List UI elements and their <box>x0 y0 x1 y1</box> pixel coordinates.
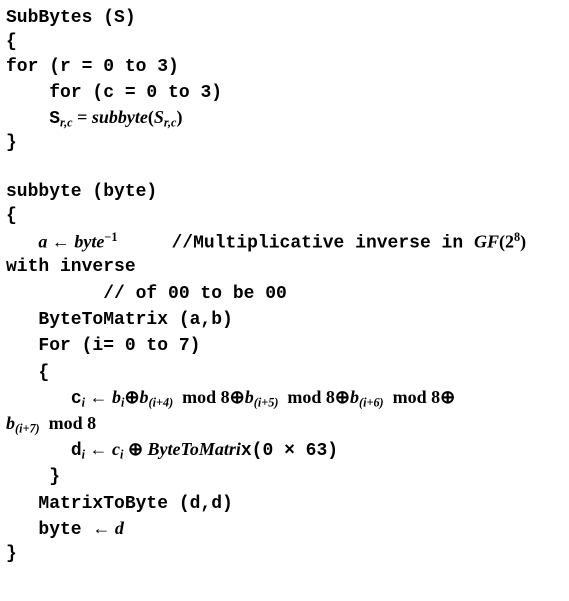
code-line: For (i= 0 to 7) <box>6 332 563 358</box>
comment: // <box>172 233 194 253</box>
code-line: // of 00 to be 00 <box>6 280 563 306</box>
paren: ) <box>520 231 526 251</box>
code-line: for (r = 0 to 3) <box>6 55 563 79</box>
code-line: a ← byte−1 //Multiplicative inverse in G… <box>6 229 563 256</box>
txt: x(0 × 63) <box>241 441 338 461</box>
pad <box>6 284 103 304</box>
code-line: di ← ci ⊕ ByteToMatrix(0 × 63) <box>6 437 563 463</box>
code-line: ci ← bi⊕b(i+4) mod 8⊕b(i+5) mod 8⊕b(i+6)… <box>6 385 563 411</box>
pad <box>6 441 71 461</box>
sub: (i+4) <box>149 395 174 409</box>
sub: r,c <box>164 116 177 130</box>
pad <box>6 389 71 409</box>
op: mod 8⊕ <box>384 387 456 407</box>
txt: ByteToMatrix (a,b) <box>38 310 232 330</box>
gap <box>117 233 171 253</box>
op: ⊕ <box>123 439 147 459</box>
txt: MatrixToByte (d,d) <box>38 494 232 514</box>
var: c <box>71 389 82 409</box>
pad <box>6 467 49 487</box>
arrow: ← <box>85 387 112 407</box>
code-line: { <box>6 30 563 54</box>
code-line: for (c = 0 to 3) <box>6 79 563 105</box>
paren: (2 <box>499 231 514 251</box>
op: mod 8 <box>40 413 97 433</box>
code-line: SubBytes (S) <box>6 4 563 30</box>
comment: Multiplicative inverse in <box>193 233 474 253</box>
arrow: ← <box>85 439 112 459</box>
code-line: { <box>6 204 563 228</box>
pad <box>6 310 38 330</box>
var: b <box>112 387 121 407</box>
txt: for (c = 0 to 3) <box>49 83 222 103</box>
paren: ) <box>176 107 182 127</box>
var: b <box>245 387 254 407</box>
var: S <box>49 109 60 129</box>
txt: byte <box>38 520 92 540</box>
code-line: { <box>6 359 563 385</box>
var: d <box>115 518 124 538</box>
arrow: ← <box>92 518 115 538</box>
op: mod 8⊕ <box>173 387 245 407</box>
pad <box>6 520 38 540</box>
pad <box>6 494 38 514</box>
sub: (i+7) <box>15 422 40 436</box>
var: byte <box>74 231 104 251</box>
kw: SubBytes (S) <box>6 8 136 28</box>
code-line: ByteToMatrix (a,b) <box>6 306 563 332</box>
var: b <box>140 387 149 407</box>
fn: ByteToMatri <box>148 439 241 459</box>
pad <box>6 336 38 356</box>
sup: −1 <box>104 230 117 244</box>
code-line: byte ← d <box>6 516 563 542</box>
code-line: } <box>6 131 563 155</box>
sub: (i+6) <box>359 395 384 409</box>
eq: = <box>73 107 92 127</box>
fn: subbyte <box>92 107 148 127</box>
var: c <box>112 439 120 459</box>
pad <box>6 363 38 383</box>
var: S <box>154 107 164 127</box>
pad <box>6 83 49 103</box>
blank-line <box>6 156 563 180</box>
code-line: Sr,c = subbyte(Sr,c) <box>6 105 563 131</box>
code-line: subbyte (byte) <box>6 180 563 204</box>
sub: (i+5) <box>254 395 279 409</box>
txt: For (i= 0 to 7) <box>38 336 200 356</box>
arrow: ← <box>47 231 74 251</box>
code-line: b(i+7) mod 8 <box>6 411 563 437</box>
code-line: } <box>6 542 563 566</box>
comment: // of 00 to be 00 <box>103 284 287 304</box>
code-line: } <box>6 463 563 489</box>
sub: r,c <box>60 116 73 130</box>
brace: } <box>49 467 60 487</box>
var: b <box>350 387 359 407</box>
var: d <box>71 441 82 461</box>
op: ⊕ <box>124 387 139 407</box>
var: b <box>6 413 15 433</box>
pad <box>6 233 38 253</box>
gf: GF <box>474 231 499 251</box>
pad <box>6 109 49 129</box>
code-line: with inverse <box>6 255 563 279</box>
op: mod 8⊕ <box>278 387 350 407</box>
code-line: MatrixToByte (d,d) <box>6 490 563 516</box>
brace: { <box>38 363 49 383</box>
